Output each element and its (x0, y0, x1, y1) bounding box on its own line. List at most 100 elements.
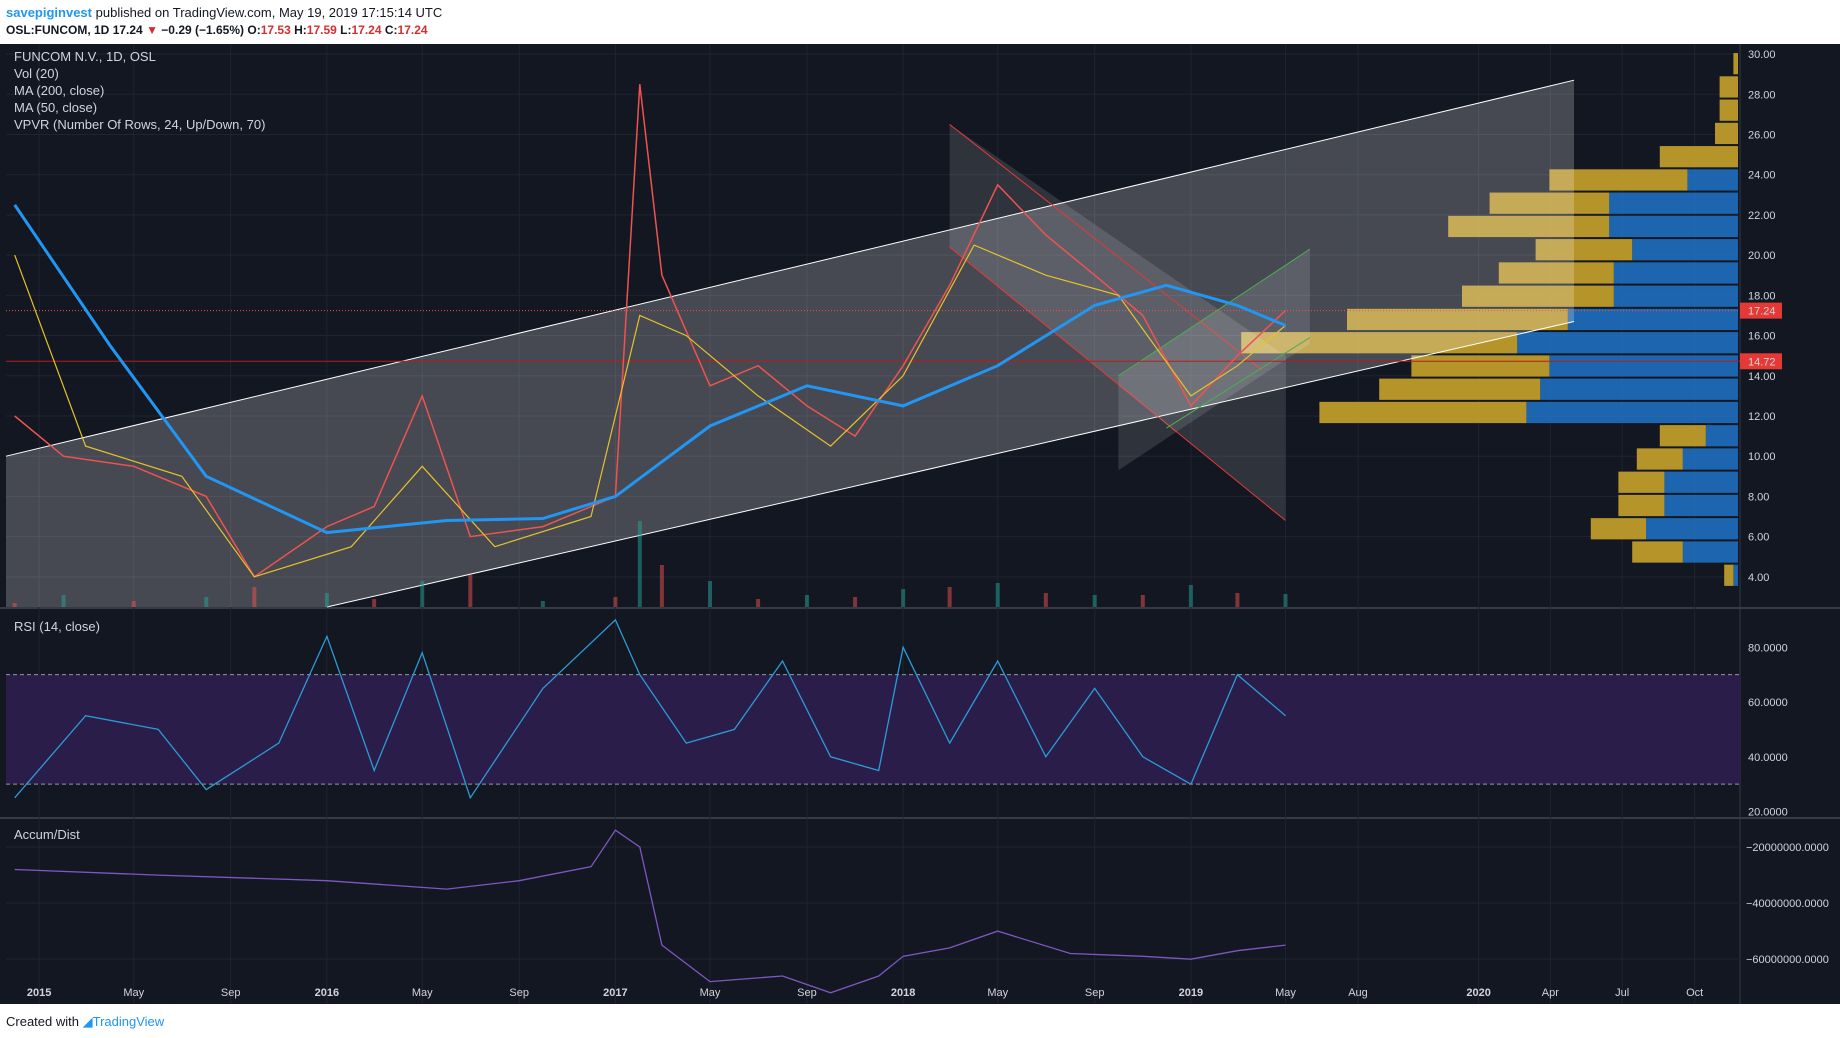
legend-ma200[interactable]: MA (200, close) (14, 83, 104, 98)
price-series-line (14, 84, 1287, 578)
volume-bar (707, 581, 712, 607)
ad-pane-label[interactable]: Accum/Dist (14, 827, 80, 842)
vpvr-up-bar (1540, 378, 1738, 400)
legend-vol[interactable]: Vol (20) (14, 66, 59, 81)
price-label-box (1740, 302, 1782, 319)
rsi-tick-label: 40.0000 (1748, 752, 1788, 764)
open-value: 17.53 (260, 23, 291, 37)
vpvr-up-bar (1613, 285, 1738, 307)
tradingview-link[interactable]: TradingView (92, 1014, 165, 1029)
volume-bar (1283, 594, 1288, 607)
vpvr-down-bar (1618, 494, 1665, 517)
volume-bar (420, 581, 425, 607)
x-tick-label: May (123, 987, 144, 999)
x-tick-label: Apr (1542, 987, 1559, 999)
price-tick-label: 16.00 (1748, 331, 1776, 343)
price-tick-label: 10.00 (1748, 451, 1776, 463)
rsi-pane-label[interactable]: RSI (14, close) (14, 619, 100, 634)
vpvr-down-bar (1632, 541, 1683, 563)
close-value: 17.24 (397, 23, 428, 37)
x-tick-label: May (412, 987, 433, 999)
ma50-line (14, 244, 1286, 578)
symbol-label: OSL:FUNCOM, 1D (6, 23, 110, 37)
x-tick-label: 2015 (27, 987, 51, 999)
chart-area[interactable]: 2015 May Sep 2016 May Sep 2017 May Sep 2018 May Sep… (0, 44, 1840, 1004)
chart-canvas[interactable]: 2015 May Sep 2016 May Sep 2017 May Sep 2018 May Sep… (0, 44, 1840, 1004)
price-tick-label: 22.00 (1748, 210, 1776, 222)
vpvr-up-bar (1687, 169, 1738, 191)
red-channel-upper (949, 124, 1263, 371)
rsi-tick-label: 60.0000 (1748, 697, 1788, 709)
vpvr-up-bar (1733, 564, 1738, 586)
x-tick-label: May (700, 987, 721, 999)
vpvr-up-bar (1549, 355, 1738, 377)
vpvr-down-bar (1347, 308, 1568, 331)
vpvr-up-bar (1632, 239, 1738, 261)
x-tick-label: 2017 (603, 987, 627, 999)
publish-line: savepiginvest published on TradingView.c… (6, 5, 442, 20)
price-label-box (1740, 353, 1782, 370)
volume-bar (540, 601, 545, 607)
price-tick-label: 20.00 (1748, 250, 1776, 262)
x-tick-label: Sep (509, 987, 529, 999)
ohlc-line: OSL:FUNCOM, 1D 17.24 ▼ −0.29 (−1.65%) O:… (6, 23, 428, 37)
vpvr-down-bar (1590, 518, 1646, 540)
x-tick-label: 2020 (1466, 987, 1490, 999)
volume-bar (613, 597, 618, 607)
vpvr-down-bar (1241, 332, 1518, 354)
volume-bar (901, 589, 906, 607)
vpvr-up-bar (1646, 518, 1738, 540)
volume-bar (372, 599, 377, 607)
volume-bar (1043, 593, 1048, 607)
ad-tick-label: −20000000.0000 (1746, 842, 1829, 854)
tradingview-logo-icon[interactable]: ◢ (82, 1014, 93, 1029)
white-channel-upper (5, 79, 1575, 457)
price-change: −0.29 (−1.65%) (161, 23, 245, 37)
volume-bar (1140, 595, 1145, 607)
vpvr-up-bar (1526, 401, 1738, 424)
down-arrow-icon: ▼ (146, 23, 158, 37)
volume-bar (324, 593, 329, 607)
vpvr-up-bar (1664, 494, 1738, 517)
x-tick-label: Sep (221, 987, 241, 999)
ad-tick-label: −60000000.0000 (1746, 954, 1829, 966)
vpvr-down-bar (1715, 122, 1738, 145)
x-tick-label: Sep (797, 987, 817, 999)
volume-bar (204, 597, 209, 607)
green-channel-upper (1118, 248, 1311, 377)
x-tick-label: 2016 (315, 987, 339, 999)
volume-bar (61, 595, 66, 607)
footer: Created with ◢TradingView (0, 1006, 1840, 1038)
x-tick-label: Sep (1085, 987, 1105, 999)
high-label: H: (294, 23, 307, 37)
price-tick-label: 30.00 (1748, 49, 1776, 61)
ad-tick-label: −40000000.0000 (1746, 898, 1829, 910)
high-value: 17.59 (306, 23, 337, 37)
legend-vpvr[interactable]: VPVR (Number Of Rows, 24, Up/Down, 70) (14, 117, 265, 132)
volume-bar (659, 565, 664, 607)
volume-bar (804, 595, 809, 607)
vpvr-down-bar (1618, 471, 1665, 493)
x-tick-label: May (987, 987, 1008, 999)
vpvr-down-bar (1719, 99, 1738, 121)
red-channel-lower (949, 246, 1286, 521)
vpvr-up-bar (1517, 332, 1738, 354)
price-tick-label: 4.00 (1748, 572, 1769, 584)
legend-ma50[interactable]: MA (50, close) (14, 100, 97, 115)
vpvr-up-bar (1682, 541, 1738, 563)
legend-title[interactable]: FUNCOM N.V., 1D, OSL (14, 49, 156, 64)
volume-bar (947, 587, 952, 607)
x-tick-label: Oct (1686, 987, 1703, 999)
low-label: L: (340, 23, 352, 37)
publisher-username[interactable]: savepiginvest (6, 5, 92, 20)
vpvr-down-bar (1549, 169, 1688, 191)
last-price: 17.24 (112, 23, 143, 37)
volume-bar (637, 521, 642, 607)
volume-bar (252, 587, 257, 607)
rsi-tick-label: 20.0000 (1748, 807, 1788, 819)
price-label-text: 14.72 (1748, 356, 1776, 368)
vpvr-down-bar (1719, 76, 1738, 98)
volume-bar (853, 597, 858, 607)
vpvr-down-bar (1659, 146, 1738, 168)
price-tick-label: 6.00 (1748, 532, 1769, 544)
